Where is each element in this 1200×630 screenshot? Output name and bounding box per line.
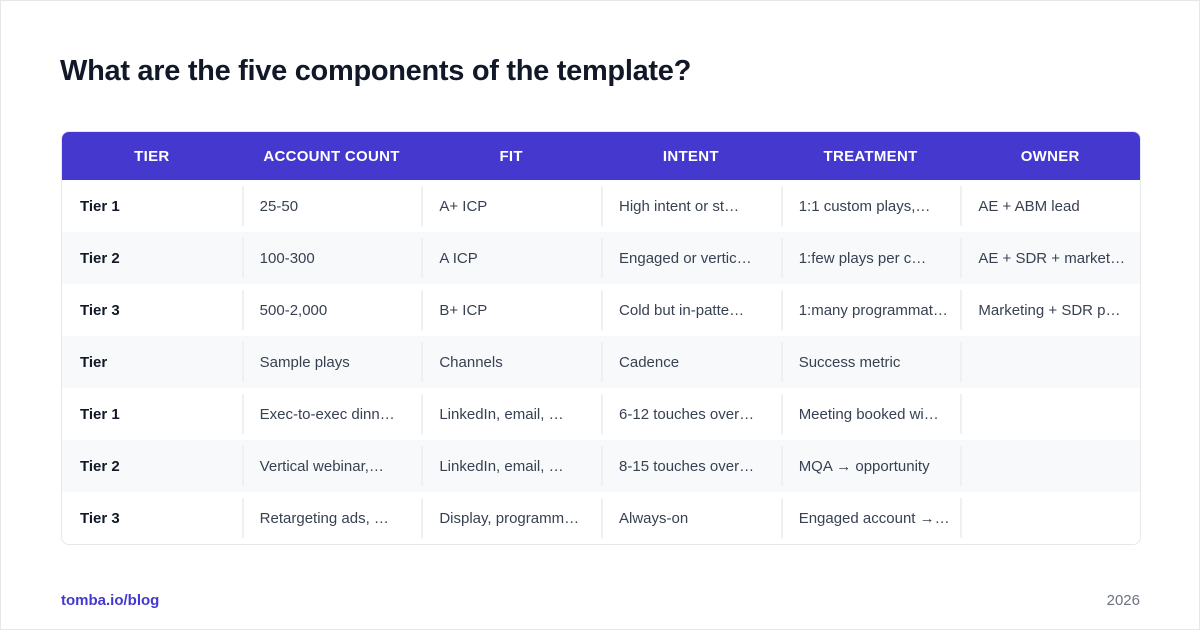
table-row: Tier 1 25-50 A+ ICP High intent or st… 1:1 c… (62, 180, 1140, 232)
table-cell: A+ ICP (421, 180, 601, 232)
table-cell: Tier 2 (80, 249, 120, 267)
table-cell: Meeting booked wi… (780, 388, 961, 440)
table-row: Tier 2 Vertical webinar,… LinkedIn, email,… (62, 440, 1140, 492)
table-cell: Tier (80, 353, 108, 371)
table-cell: Cold but in-patte… (601, 284, 781, 336)
table-cell: Display, programm… (421, 492, 601, 544)
table-cell: 1:few plays per c… (780, 232, 961, 284)
table-cell: 6-12 touches over… (601, 388, 781, 440)
table-header: TIER ACCOUNT COUNT FIT INTENT TREATMENT OWNER (62, 132, 1140, 180)
table-cell: A ICP (421, 232, 601, 284)
column-header: TIER (134, 147, 170, 165)
empty-cell (960, 440, 1140, 492)
table-cell: Tier 2 (80, 457, 120, 475)
table-cell: MQA → opportunity (780, 440, 961, 492)
empty-cell (960, 492, 1140, 544)
table-cell: Tier 3 (80, 509, 120, 527)
table-cell: AE + ABM lead (960, 180, 1140, 232)
table-cell: Always-on (601, 492, 781, 544)
table-cell: 500-2,000 (241, 284, 422, 336)
table-body: Tier 1 25-50 A+ ICP High intent or st… 1:1 c… (62, 180, 1140, 544)
column-header: TREATMENT (823, 147, 918, 165)
year: 2026 (1106, 592, 1140, 609)
table-cell: Vertical webinar,… (241, 440, 422, 492)
table-cell: Marketing + SDR p… (960, 284, 1140, 336)
column-header: OWNER (1020, 147, 1080, 165)
table-cell: Cadence (601, 336, 781, 388)
table: TIER ACCOUNT COUNT FIT INTENT TREATMENT OWNER… (61, 131, 1141, 545)
table-cell: Engaged account →… (780, 492, 961, 544)
table-cell: High intent or st… (601, 180, 781, 232)
table-row: Tier 3 500-2,000 B+ ICP Cold but in-patte… 1… (62, 284, 1140, 336)
table-cell: Engaged or vertic… (601, 232, 781, 284)
table-cell: Success metric (780, 336, 961, 388)
table-row: Tier 2 100-300 A ICP Engaged or vertic… 1:fe… (62, 232, 1140, 284)
table-row: Tier Sample plays Channels Cadence Success m… (62, 336, 1140, 388)
table-cell: Sample plays (241, 336, 422, 388)
table-cell: 8-15 touches over… (601, 440, 781, 492)
page-title: What are the five components of the temp… (60, 55, 692, 87)
table-cell: Tier 3 (80, 301, 120, 319)
table-cell: AE + SDR + market… (960, 232, 1140, 284)
table-cell: Tier 1 (80, 197, 120, 215)
source-link[interactable]: tomba.io/blog (61, 592, 160, 609)
table-cell: Exec-to-exec dinn… (241, 388, 422, 440)
column-header: ACCOUNT COUNT (263, 147, 400, 165)
table-cell: 1:many programmat… (780, 284, 961, 336)
table-cell: B+ ICP (421, 284, 601, 336)
table-row: Tier 3 Retargeting ads, … Display, program… (62, 492, 1140, 544)
table-cell: Tier 1 (80, 405, 120, 423)
table-cell: Retargeting ads, … (241, 492, 422, 544)
table-cell: 25-50 (241, 180, 422, 232)
table-cell: Channels (421, 336, 601, 388)
table-cell: LinkedIn, email, … (421, 388, 601, 440)
empty-cell (960, 388, 1140, 440)
table-cell: LinkedIn, email, … (421, 440, 601, 492)
column-header: INTENT (662, 147, 719, 165)
table-row: Tier 1 Exec-to-exec dinn… LinkedIn, email,… (62, 388, 1140, 440)
column-header: FIT (499, 147, 523, 165)
table-cell: 100-300 (241, 232, 422, 284)
table-cell: 1:1 custom plays,… (780, 180, 961, 232)
empty-cell (960, 336, 1140, 388)
